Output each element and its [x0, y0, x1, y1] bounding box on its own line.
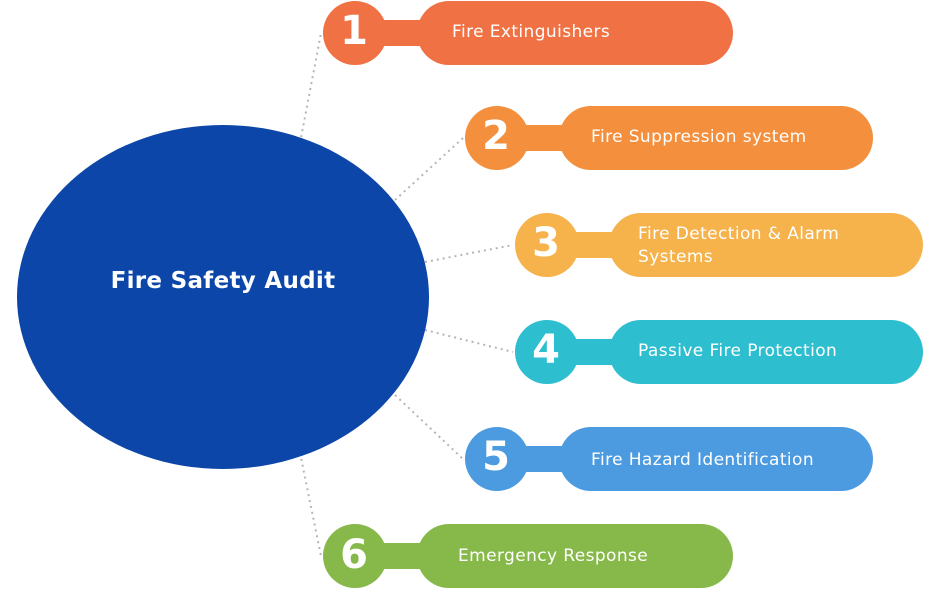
pill-shapes	[323, 1, 923, 588]
pill-6-body	[417, 524, 733, 588]
item-4-number: 4	[532, 327, 560, 373]
pill-2-body	[559, 106, 873, 170]
pill-3	[515, 213, 923, 277]
item-2-number: 2	[482, 113, 510, 159]
item-4-label: Passive Fire Protection	[638, 341, 838, 361]
connector-line-6	[299, 452, 322, 557]
connector-lines	[299, 32, 514, 557]
item-3-number: 3	[532, 220, 560, 266]
item-2-label: Fire Suppression system	[591, 127, 807, 147]
connector-line-1	[299, 32, 322, 144]
pill-3-number-circle	[515, 213, 579, 277]
center-title: Fire Safety Audit	[110, 268, 336, 294]
pill-5-number-circle	[465, 427, 529, 491]
item-1-number: 1	[340, 8, 368, 54]
pill-1	[323, 1, 733, 65]
pill-4-body	[609, 320, 923, 384]
pill-2-number-circle	[465, 106, 529, 170]
pill-4-number-circle	[515, 320, 579, 384]
item-5-number: 5	[482, 434, 510, 480]
pill-2	[465, 106, 873, 170]
item-6-number: 6	[340, 532, 368, 578]
item-5-label: Fire Hazard Identification	[591, 450, 815, 470]
connector-line-3	[424, 244, 514, 263]
item-3-label: Fire Detection & Alarm Systems	[638, 224, 840, 267]
item-6-label: Emergency Response	[458, 546, 649, 566]
connector-line-4	[424, 329, 514, 353]
center-circle	[17, 125, 429, 469]
connector-line-2	[394, 137, 464, 201]
pill-5	[465, 427, 873, 491]
pill-6	[323, 524, 733, 588]
connector-line-5	[394, 394, 464, 460]
pill-1-body	[417, 1, 733, 65]
pill-4	[515, 320, 923, 384]
pill-3-body	[609, 213, 923, 277]
pill-6-number-circle	[323, 524, 387, 588]
pill-5-body	[559, 427, 873, 491]
item-1-label: Fire Extinguishers	[452, 22, 611, 42]
pill-1-number-circle	[323, 1, 387, 65]
